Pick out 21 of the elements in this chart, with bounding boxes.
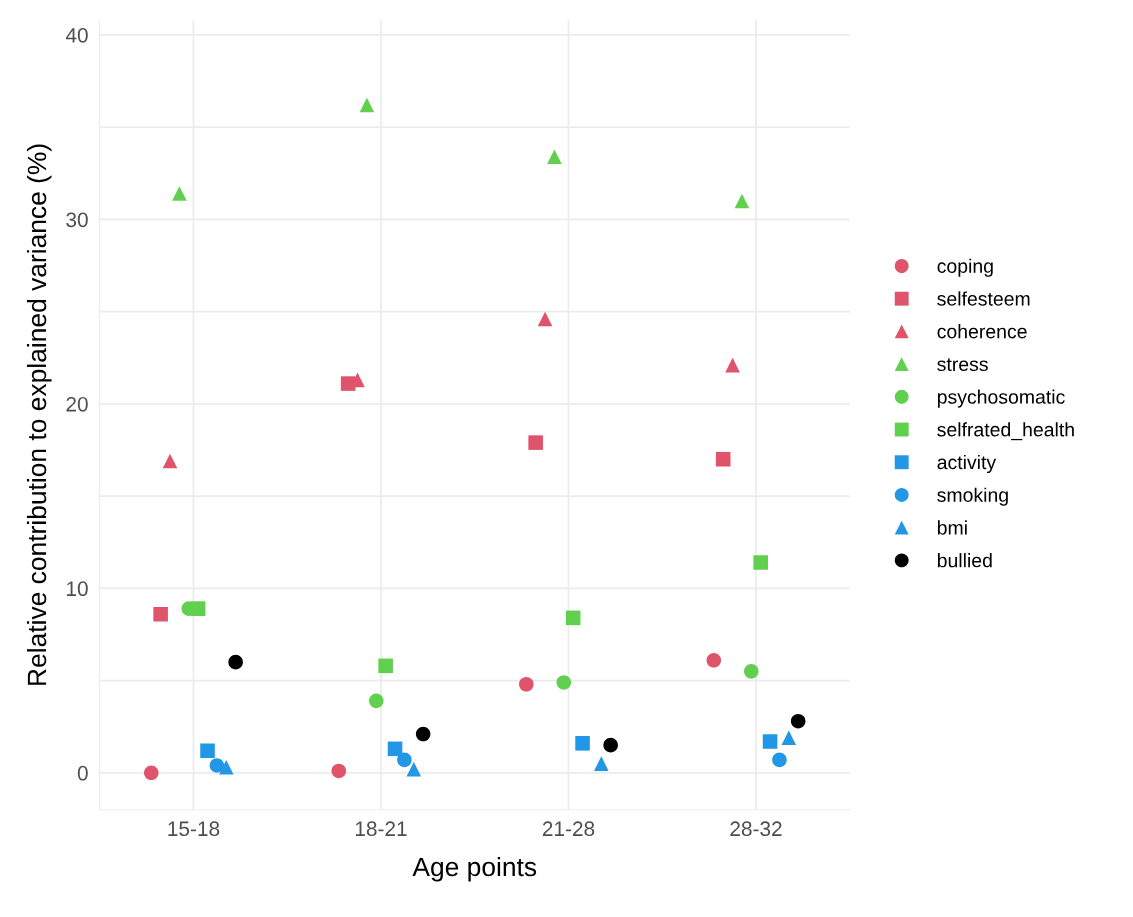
legend-label: psychosomatic <box>937 389 1065 408</box>
y-tick-label: 40 <box>65 27 88 43</box>
x-tick-label: 28-32 <box>730 821 782 837</box>
y-tick-label: 20 <box>66 396 88 412</box>
x-tick-label: 15-18 <box>168 821 220 837</box>
legend-label: coping <box>937 258 993 277</box>
x-axis-title: Age points <box>412 856 537 882</box>
legend-label: bullied <box>937 553 992 568</box>
legend-label: smoking <box>937 487 1008 506</box>
x-tick-label: 21-28 <box>542 821 595 837</box>
legend-label: coherence <box>937 324 1027 339</box>
legend-label: activity <box>937 454 997 474</box>
legend-label: stress <box>937 358 988 372</box>
y-tick-label: 10 <box>67 581 88 597</box>
y-tick-label: 0 <box>77 765 88 781</box>
legend-label: bmi <box>937 520 967 535</box>
y-tick-label: 30 <box>66 212 88 228</box>
legend-label: selfrated_health <box>937 422 1074 441</box>
x-tick-label: 18-21 <box>355 821 407 837</box>
y-axis-title: Relative contribution to explained variance (%) <box>26 144 52 685</box>
legend-label: selfesteem <box>937 291 1030 306</box>
